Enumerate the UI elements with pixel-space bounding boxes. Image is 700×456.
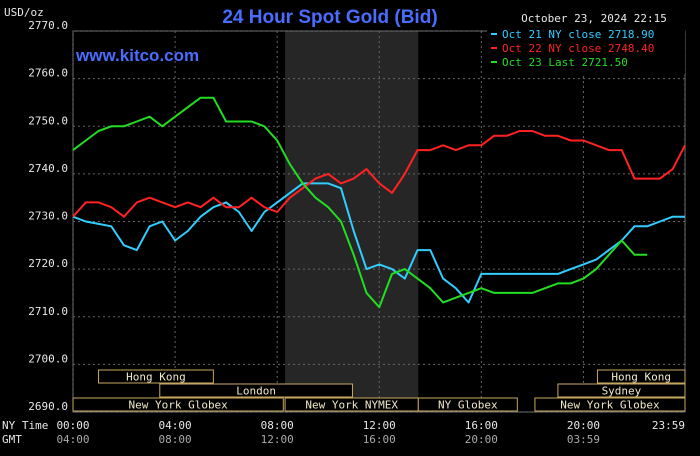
- session-box: [557, 383, 686, 398]
- x2-tick-label: 12:00: [261, 433, 294, 446]
- y-tick-label: 2760.0: [28, 67, 68, 80]
- session-label: Hong Kong: [126, 371, 186, 384]
- x-tick-label: 00:00: [56, 419, 89, 432]
- session-label: NY Globex: [438, 399, 498, 412]
- x-axis-label: NY Time: [2, 419, 48, 432]
- session-label: New York NYMEX: [305, 399, 398, 412]
- x2-tick-label: 04:00: [56, 433, 89, 446]
- y-tick-label: 2720.0: [28, 257, 68, 270]
- legend-timestamp: October 23, 2024 22:15: [521, 12, 667, 25]
- chart-title: 24 Hour Spot Gold (Bid): [222, 7, 437, 28]
- y-tick-label: 2710.0: [28, 305, 68, 318]
- legend-label: Oct 23 Last 2721.50: [502, 56, 628, 69]
- session-label: Sydney: [602, 385, 642, 398]
- session-label: London: [236, 385, 276, 398]
- y-tick-label: 2730.0: [28, 210, 68, 223]
- y-tick-label: 2770.0: [28, 19, 68, 32]
- x2-tick-label: 16:00: [363, 433, 396, 446]
- x-tick-label: 04:00: [159, 419, 192, 432]
- y-tick-label: 2700.0: [28, 352, 68, 365]
- x2-tick-label: 20:00: [465, 433, 498, 446]
- series-line: [72, 96, 648, 309]
- legend-label: Oct 21 NY close 2718.90: [502, 28, 654, 41]
- series-line: [72, 130, 686, 218]
- legend-box: [487, 8, 685, 74]
- x-tick-label: 08:00: [261, 419, 294, 432]
- session-box: [534, 397, 686, 412]
- session-label: New York Globex: [560, 399, 660, 412]
- x-tick-label: 23:59: [652, 419, 685, 432]
- x2-tick-label: 08:00: [159, 433, 192, 446]
- session-label: Hong Kong: [611, 371, 671, 384]
- legend-label: Oct 22 NY close 2748.40: [502, 42, 654, 55]
- subtitle: www.kitco.com: [75, 46, 199, 65]
- session-box: [72, 397, 284, 412]
- session-box: [596, 369, 686, 384]
- y-tick-label: 2740.0: [28, 162, 68, 175]
- session-box: [417, 397, 518, 412]
- y-tick-label: 2690.0: [28, 400, 68, 413]
- x-tick-label: 16:00: [465, 419, 498, 432]
- session-box: [159, 383, 353, 398]
- session-label: New York Globex: [128, 399, 228, 412]
- x-tick-label: 20:00: [567, 419, 600, 432]
- y-tick-label: 2750.0: [28, 114, 68, 127]
- x2-tick-label: 03:59: [567, 433, 600, 446]
- x-tick-label: 12:00: [363, 419, 396, 432]
- session-box: [98, 369, 214, 384]
- series-line: [72, 182, 685, 304]
- y-axis-label: USD/oz: [4, 6, 44, 19]
- x2-axis-label: GMT: [2, 433, 22, 446]
